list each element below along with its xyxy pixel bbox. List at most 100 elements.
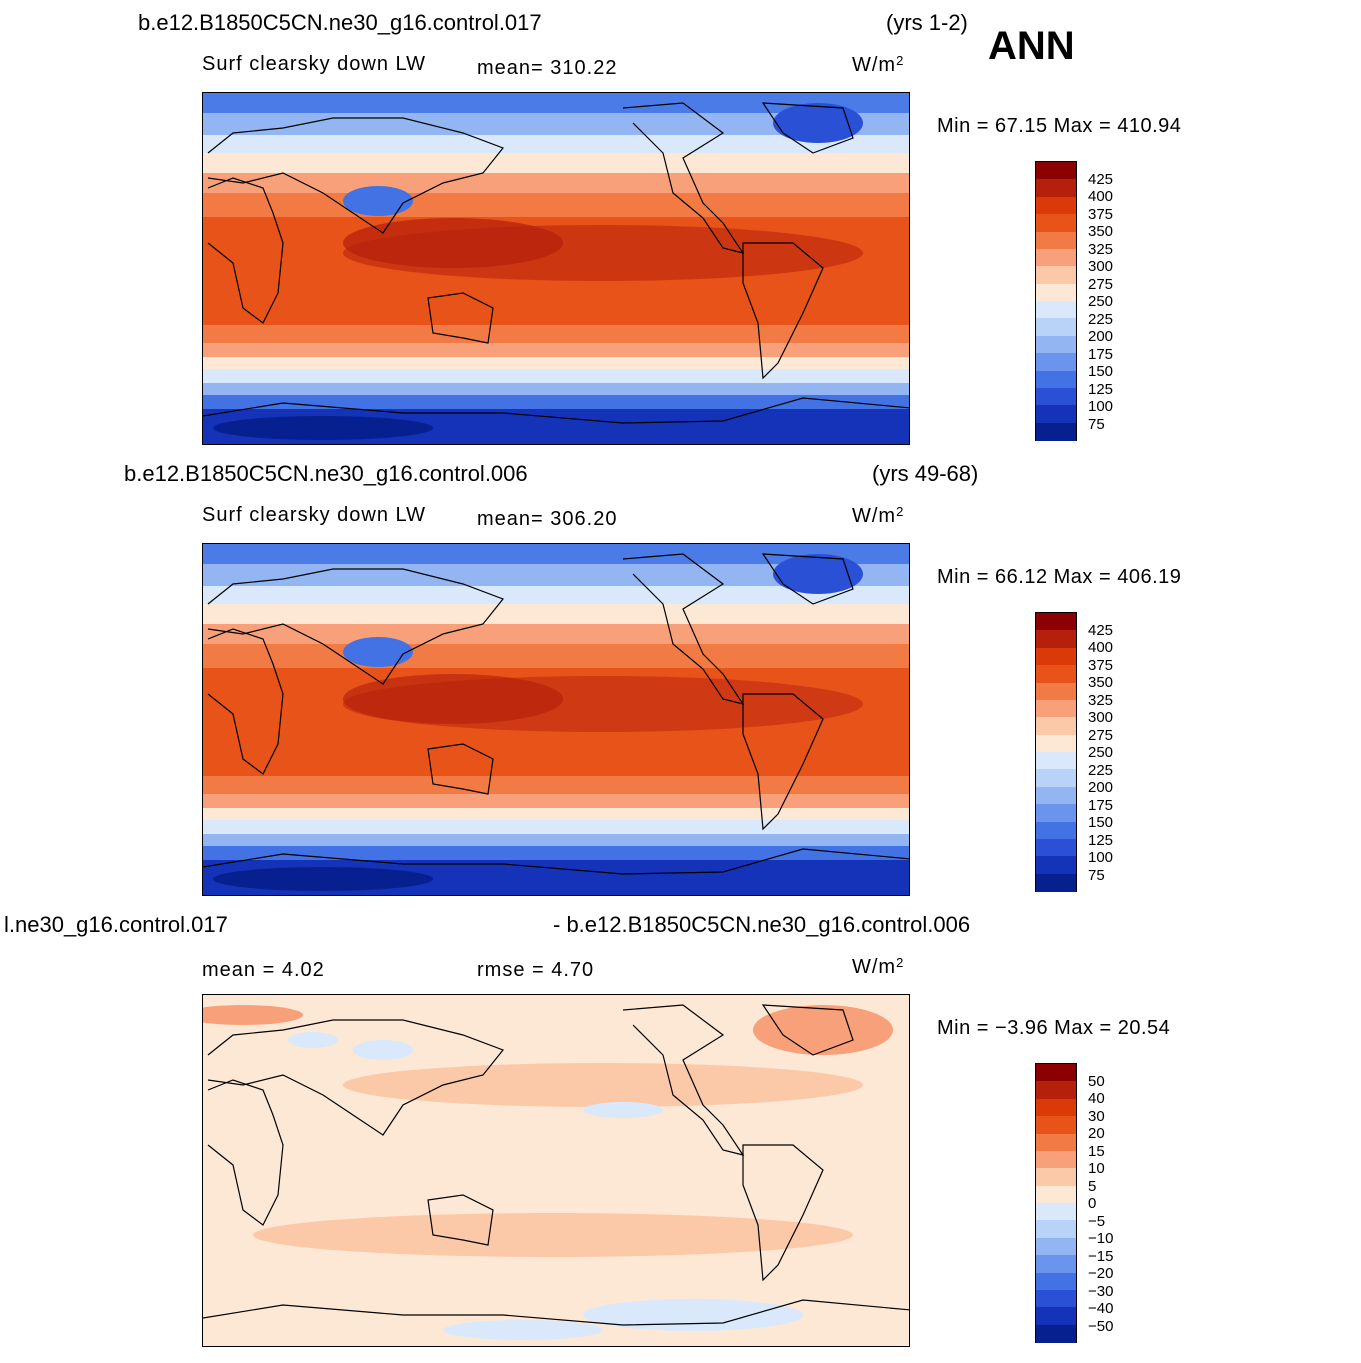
panel2-tick: 375 [1088, 657, 1114, 674]
panel1-map-svg [203, 93, 909, 444]
panel1-colorbar [1035, 161, 1077, 441]
colorbar-swatch [1036, 613, 1076, 631]
panel1-map [202, 92, 910, 445]
panel2-tick: 200 [1088, 779, 1114, 796]
panel3-map [202, 994, 910, 1347]
colorbar-swatch [1036, 1081, 1076, 1100]
panel3-tick: 50 [1088, 1073, 1105, 1090]
panel3-mean: mean = 4.02 [202, 959, 325, 981]
panel3-tick: −40 [1088, 1300, 1114, 1317]
panel1-years: (yrs 1-2) [886, 10, 968, 35]
panel3-tick: −50 [1088, 1318, 1114, 1335]
colorbar-swatch [1036, 422, 1076, 441]
panel2-units: W/m2 [852, 504, 905, 527]
panel1-tick: 175 [1088, 346, 1114, 363]
panel2-colorbar [1035, 612, 1077, 892]
panel2-tick: 400 [1088, 639, 1114, 656]
colorbar-swatch [1036, 214, 1076, 232]
colorbar-swatch [1036, 301, 1076, 319]
panel1-tick: 375 [1088, 206, 1114, 223]
panel1-tick: 75 [1088, 416, 1105, 433]
panel1-tick: 250 [1088, 293, 1114, 310]
colorbar-swatch [1036, 856, 1076, 875]
panel2-tick: 300 [1088, 709, 1114, 726]
panel1-tick: 275 [1088, 276, 1114, 293]
panel1-tick: 325 [1088, 241, 1114, 258]
colorbar-swatch [1036, 786, 1076, 805]
colorbar-swatch [1036, 353, 1076, 371]
colorbar-swatch [1036, 1116, 1076, 1134]
colorbar-swatch [1036, 335, 1076, 354]
colorbar-swatch [1036, 1307, 1076, 1326]
panel2-minmax: Min = 66.12 Max = 406.19 [937, 566, 1182, 588]
colorbar-swatch [1036, 752, 1076, 770]
panel1-tick: 400 [1088, 188, 1114, 205]
panel1-tick: 100 [1088, 398, 1114, 415]
panel3-case-left: l.ne30_g16.control.017 [4, 912, 228, 937]
panel2-map-svg [203, 544, 909, 895]
panel2-case-title: b.e12.B1850C5CN.ne30_g16.control.006 [124, 461, 528, 486]
panel3-map-svg [203, 995, 909, 1346]
panel3-tick: 15 [1088, 1143, 1105, 1160]
colorbar-swatch [1036, 838, 1076, 857]
panel3-tick: 0 [1088, 1195, 1097, 1212]
colorbar-swatch [1036, 1324, 1076, 1343]
panel1-tick: 225 [1088, 311, 1114, 328]
colorbar-swatch [1036, 665, 1076, 683]
colorbar-swatch [1036, 1168, 1076, 1187]
panel1-tick: 300 [1088, 258, 1114, 275]
panel2-tick: 75 [1088, 867, 1105, 884]
colorbar-swatch [1036, 1255, 1076, 1273]
colorbar-swatch [1036, 734, 1076, 753]
panel2-tick: 100 [1088, 849, 1114, 866]
panel3-case-right: - b.e12.B1850C5CN.ne30_g16.control.006 [553, 912, 971, 937]
panel2-tick: 150 [1088, 814, 1114, 831]
panel2-tick: 350 [1088, 674, 1114, 691]
panel1-tick: 200 [1088, 328, 1114, 345]
colorbar-swatch [1036, 804, 1076, 822]
panel3-tick: 10 [1088, 1160, 1105, 1177]
panel3-tick: 20 [1088, 1125, 1105, 1142]
colorbar-swatch [1036, 370, 1076, 389]
colorbar-swatch [1036, 196, 1076, 215]
panel1-mean: mean= 310.22 [477, 57, 618, 79]
colorbar-swatch [1036, 873, 1076, 892]
panel2-variable: Surf clearsky down LW [202, 504, 427, 526]
panel1-tick: 125 [1088, 381, 1114, 398]
colorbar-swatch [1036, 231, 1076, 250]
panel2-years: (yrs 49-68) [872, 461, 979, 486]
colorbar-swatch [1036, 387, 1076, 406]
season-label: ANN [988, 24, 1075, 68]
colorbar-swatch [1036, 1133, 1076, 1152]
colorbar-swatch [1036, 630, 1076, 649]
colorbar-swatch [1036, 266, 1076, 285]
colorbar-swatch [1036, 1150, 1076, 1169]
panel3-tick: 40 [1088, 1090, 1105, 1107]
colorbar-swatch [1036, 682, 1076, 701]
panel3-colorbar [1035, 1063, 1077, 1343]
panel3-tick: −10 [1088, 1230, 1114, 1247]
panel2-mean: mean= 306.20 [477, 508, 618, 530]
colorbar-swatch [1036, 1220, 1076, 1239]
colorbar-swatch [1036, 283, 1076, 302]
colorbar-swatch [1036, 821, 1076, 840]
colorbar-swatch [1036, 1272, 1076, 1291]
panel2-tick: 325 [1088, 692, 1114, 709]
colorbar-swatch [1036, 717, 1076, 736]
panel3-units: W/m2 [852, 955, 905, 978]
colorbar-swatch [1036, 318, 1076, 337]
panel3-minmax: Min = −3.96 Max = 20.54 [937, 1017, 1171, 1039]
colorbar-swatch [1036, 1237, 1076, 1256]
panel1-case-title: b.e12.B1850C5CN.ne30_g16.control.017 [138, 10, 542, 35]
colorbar-swatch [1036, 1098, 1076, 1117]
colorbar-swatch [1036, 699, 1076, 718]
panel2-tick: 175 [1088, 797, 1114, 814]
colorbar-swatch [1036, 179, 1076, 198]
panel1-minmax: Min = 67.15 Max = 410.94 [937, 115, 1182, 137]
panel3-tick: 30 [1088, 1108, 1105, 1125]
panel1-variable: Surf clearsky down LW [202, 53, 427, 75]
panel1-tick: 350 [1088, 223, 1114, 240]
panel1-units: W/m2 [852, 53, 905, 76]
panel3-tick: 5 [1088, 1178, 1097, 1195]
panel3-tick: −20 [1088, 1265, 1114, 1282]
